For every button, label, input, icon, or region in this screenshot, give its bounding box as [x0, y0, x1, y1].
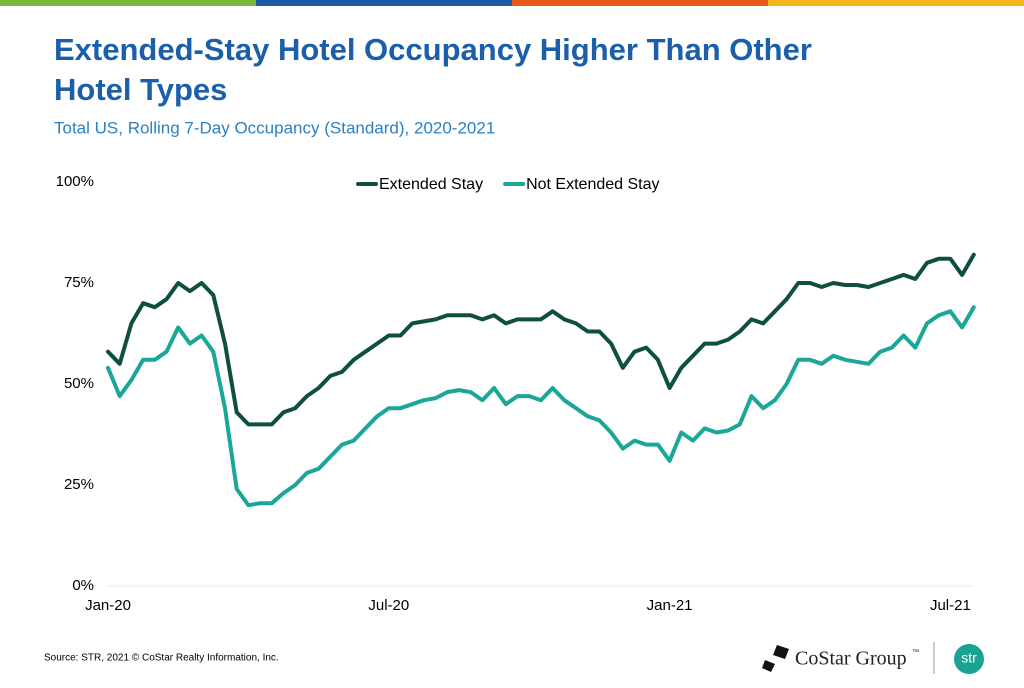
legend-label: Not Extended Stay [526, 176, 659, 193]
series-line [106, 305, 976, 508]
str-logo [954, 644, 984, 674]
series-line [106, 252, 976, 427]
logo-mark: ™ [912, 649, 919, 656]
logo-icon [762, 660, 775, 672]
x-tick-label: Jul-21 [930, 597, 971, 614]
y-tick-label: 25% [64, 476, 94, 493]
costar-logo: CoStar Group ™ str [762, 642, 984, 674]
bar-blue [256, 0, 512, 6]
bar-green [0, 0, 256, 6]
title: Hotel Types [54, 72, 227, 107]
logo-icon [773, 645, 789, 659]
bar-yellow [768, 0, 1024, 6]
legend-label: Extended Stay [379, 176, 483, 193]
logo-text: CoStar Group [795, 648, 907, 670]
y-tick-label: 100% [56, 173, 94, 190]
subtitle: Total US, Rolling 7-Day Occupancy (Stand… [54, 118, 495, 137]
y-tick-label: 50% [64, 375, 94, 392]
source: Source: STR, 2021 © CoStar Realty Inform… [44, 653, 279, 664]
title: Extended-Stay Hotel Occupancy Higher Tha… [54, 32, 812, 67]
x-tick-label: Jan-21 [647, 597, 693, 614]
str-text: str [961, 650, 977, 666]
x-tick-label: Jan-20 [85, 597, 131, 614]
bar-orange [512, 0, 768, 6]
x-tick-label: Jul-20 [368, 597, 409, 614]
y-tick-label: 75% [64, 274, 94, 291]
y-tick-label: 0% [72, 577, 94, 594]
